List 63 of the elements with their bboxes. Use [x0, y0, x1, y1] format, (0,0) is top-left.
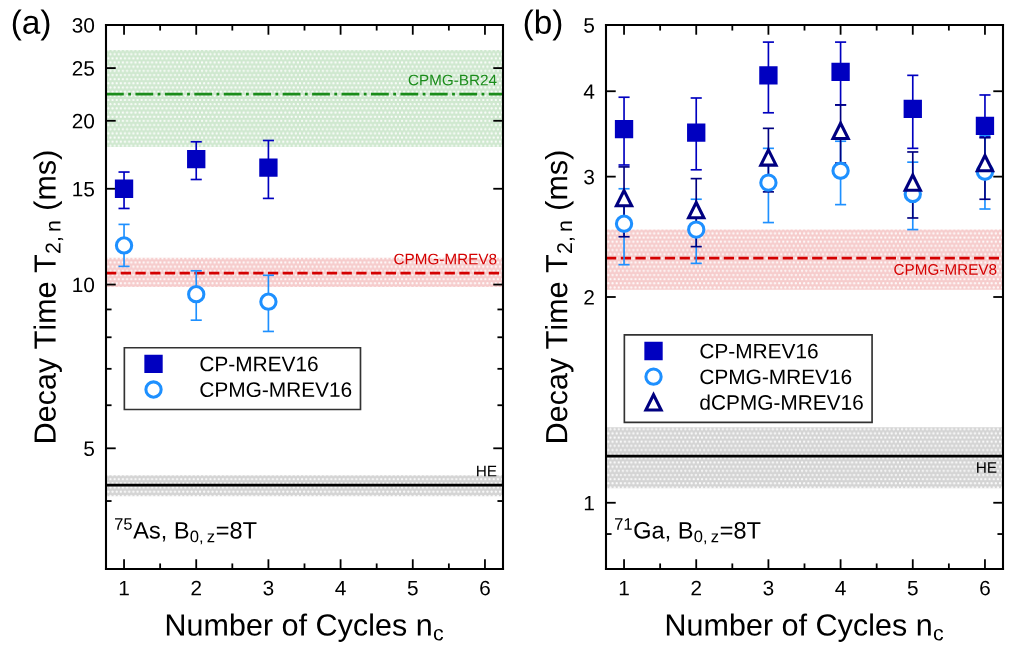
legend-label: CPMG-MREV16 [700, 369, 852, 385]
point [114, 236, 134, 255]
x-tick-label: 3 [763, 580, 774, 596]
y-tick-label: 15 [73, 181, 95, 197]
x-axis-title: Number of Cycles n$_{c}$ [166, 613, 444, 642]
point [759, 66, 778, 85]
point [687, 123, 706, 142]
point [831, 121, 850, 141]
chart-title: (a) [12, 9, 50, 41]
point [975, 116, 995, 135]
x-tick-label: 4 [835, 580, 846, 596]
annotation: $^{75}$As, B$_{0,z}$=8T [115, 518, 257, 545]
y-tick-label: 30 [72, 18, 95, 33]
legend-label: dCPMG-MREV16 [700, 394, 863, 410]
x-tick-label: 2 [691, 580, 701, 596]
x-tick-label: 2 [191, 580, 201, 596]
point [259, 158, 278, 177]
point [259, 292, 278, 311]
point [903, 99, 922, 118]
ref-line-label: HE [977, 462, 997, 473]
x-tick-label: 3 [263, 580, 274, 596]
y-tick-label: 5 [84, 441, 95, 457]
y-tick-label: 2 [584, 290, 594, 305]
point [759, 173, 778, 192]
x-tick-label: 5 [407, 580, 418, 596]
ref-line-label: CPMG-MREV8 [394, 253, 497, 265]
point [614, 120, 634, 139]
chart-title: (b) [524, 9, 562, 41]
x-tick-label: 6 [480, 580, 490, 596]
point [614, 189, 634, 208]
ref-line-label: CPMG-MREV8 [894, 264, 997, 275]
legend-label: CP-MREV16 [200, 356, 318, 372]
annotation: $^{71}$Ga, B$_{0,z}$=8T [615, 518, 761, 545]
point [187, 150, 206, 169]
y-tick-label: 25 [72, 61, 95, 76]
point [114, 179, 134, 198]
point [687, 220, 706, 239]
y-tick-label: 1 [584, 495, 594, 511]
y-tick-label: 3 [584, 169, 594, 185]
point [687, 200, 706, 220]
x-tick-label: 1 [619, 580, 629, 596]
y-tick-label: 4 [583, 84, 595, 99]
ref-line-label: CPMG-BR24 [408, 74, 497, 86]
x-tick-label: 4 [335, 580, 346, 596]
y-tick-label: 5 [584, 18, 595, 33]
point [759, 148, 778, 167]
point [831, 161, 850, 180]
point [187, 285, 206, 304]
x-tick-label: 5 [907, 580, 918, 596]
legend-label: CPMG-MREV16 [200, 382, 352, 398]
x-tick-label: 6 [980, 580, 990, 596]
y-axis-title: Decay Time T$_{2,n}$ (ms) [33, 151, 64, 442]
y-tick-label: 10 [73, 277, 95, 293]
x-axis-title: Number of Cycles n$_{c}$ [666, 613, 944, 642]
point [903, 173, 922, 192]
point [975, 153, 995, 173]
x-tick-label: 1 [119, 580, 129, 596]
legend-label: CP-MREV16 [700, 343, 818, 359]
point [614, 214, 634, 233]
ref-line-label: HE [477, 465, 497, 477]
y-tick-label: 20 [72, 113, 95, 129]
point [831, 62, 850, 82]
y-axis-title: Decay Time T$_{2,n}$ (ms) [545, 151, 575, 442]
